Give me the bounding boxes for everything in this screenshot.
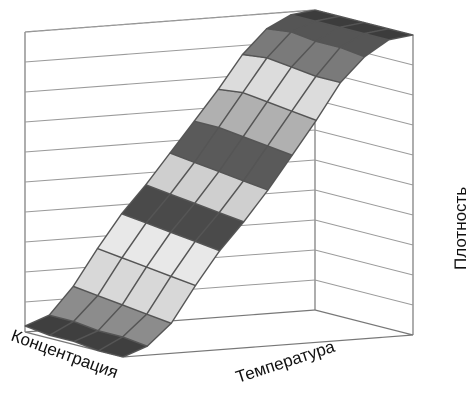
surface-cell — [363, 28, 414, 41]
surface-mesh — [24, 9, 414, 358]
z-axis-label: Плотность — [451, 187, 470, 270]
floor-front-edge — [122, 334, 414, 358]
back-wall-gridline — [24, 9, 316, 33]
side-wall-gridline — [314, 189, 414, 216]
side-wall-gridline — [314, 129, 414, 156]
side-wall-gridline — [314, 99, 414, 126]
side-wall-gridline — [314, 279, 414, 306]
side-wall-gridline — [314, 249, 414, 276]
side-wall-gridline — [314, 159, 414, 186]
side-wall-gridline — [314, 219, 414, 246]
floor-right-edge — [314, 309, 414, 336]
